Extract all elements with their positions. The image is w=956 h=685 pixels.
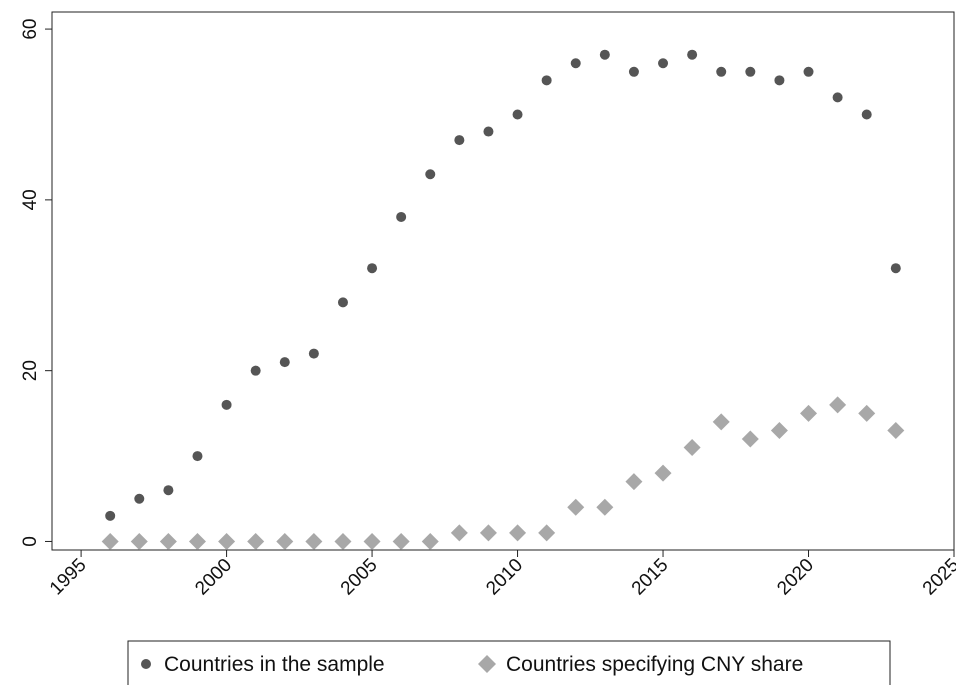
plot-frame xyxy=(51,11,955,551)
cny-share-count-point xyxy=(741,430,759,448)
cny-share-count-point xyxy=(800,404,818,422)
sample-count-point xyxy=(658,58,669,69)
sample-count-point xyxy=(628,66,639,77)
cny-share-count-point xyxy=(421,532,439,550)
sample-count-point xyxy=(890,263,901,274)
cny-share-count-point xyxy=(829,396,847,414)
cny-share-count-point xyxy=(101,532,119,550)
cny-share-count-point xyxy=(159,532,177,550)
sample-count-point xyxy=(396,211,407,222)
x-tick-label: 1995 xyxy=(46,555,91,600)
y-tick-label: 20 xyxy=(20,360,41,381)
cny-share-count-point xyxy=(509,524,527,542)
legend-label-cny-share: Countries specifying CNY share xyxy=(506,653,803,676)
sample-count-point xyxy=(250,365,261,376)
x-tick-label: 2005 xyxy=(337,555,382,600)
cny-share-count-point xyxy=(654,464,672,482)
cny-share-count-point xyxy=(712,413,730,431)
legend: Countries in the sample Countries specify… xyxy=(127,640,891,685)
sample-count-point xyxy=(221,399,232,410)
cny-share-count-point xyxy=(305,532,323,550)
x-tick-label: 2020 xyxy=(773,555,818,600)
plot-area-border xyxy=(51,11,955,551)
sample-count-point xyxy=(716,66,727,77)
sample-count-point xyxy=(861,109,872,120)
x-tick-label: 2015 xyxy=(628,555,673,600)
y-axis: 0 20 40 60 xyxy=(20,19,52,547)
cny-share-count-point xyxy=(887,421,905,439)
cny-share-count-point xyxy=(276,532,294,550)
sample-count-point xyxy=(774,75,785,86)
sample-count-point xyxy=(134,493,145,504)
sample-count-point xyxy=(163,485,174,496)
sample-count-point xyxy=(279,357,290,368)
cny-share-count-point xyxy=(218,532,236,550)
cny-share-count-point xyxy=(247,532,265,550)
legend-diamond-marker xyxy=(478,655,496,673)
legend-circle-marker xyxy=(141,659,151,669)
y-tick-label: 40 xyxy=(20,189,41,210)
data-marks xyxy=(101,49,905,550)
sample-count-point xyxy=(454,135,465,146)
sample-count-point xyxy=(483,126,494,137)
cny-share-count-point xyxy=(334,532,352,550)
sample-count-point xyxy=(803,66,814,77)
x-axis: 1995 2000 2005 2010 2015 2020 2025 xyxy=(46,550,956,599)
x-tick-label: 2010 xyxy=(482,555,527,600)
x-tick-label: 2000 xyxy=(191,555,236,600)
y-tick-label: 0 xyxy=(20,536,41,547)
legend-box xyxy=(127,640,891,685)
cny-share-count-point xyxy=(567,498,585,516)
sample-count-point xyxy=(570,58,581,69)
cny-share-count-point xyxy=(858,404,876,422)
sample-count-point xyxy=(425,169,436,180)
cny-share-count-point xyxy=(479,524,497,542)
sample-count-point xyxy=(337,297,348,308)
cny-share-count-point xyxy=(130,532,148,550)
cny-share-count-point xyxy=(392,532,410,550)
cny-share-count-point xyxy=(188,532,206,550)
cny-share-count-point xyxy=(450,524,468,542)
sample-count-point xyxy=(367,263,378,274)
x-tick-label: 2025 xyxy=(919,555,956,600)
cny-share-count-point xyxy=(625,473,643,491)
sample-count-point xyxy=(745,66,756,77)
legend-label-sample: Countries in the sample xyxy=(164,653,385,676)
sample-count-point xyxy=(308,348,319,359)
cny-share-count-point xyxy=(683,439,701,457)
cny-share-count-point xyxy=(538,524,556,542)
sample-count-point xyxy=(687,49,698,60)
cny-share-count-point xyxy=(596,498,614,516)
sample-count-point xyxy=(512,109,523,120)
cny-share-count-point xyxy=(363,532,381,550)
y-tick-label: 60 xyxy=(20,19,41,40)
sample-count-point xyxy=(192,451,203,462)
sample-count-point xyxy=(105,510,116,521)
cny-share-count-point xyxy=(770,421,788,439)
sample-count-point xyxy=(541,75,552,86)
sample-count-point xyxy=(832,92,843,103)
sample-count-point xyxy=(599,49,610,60)
